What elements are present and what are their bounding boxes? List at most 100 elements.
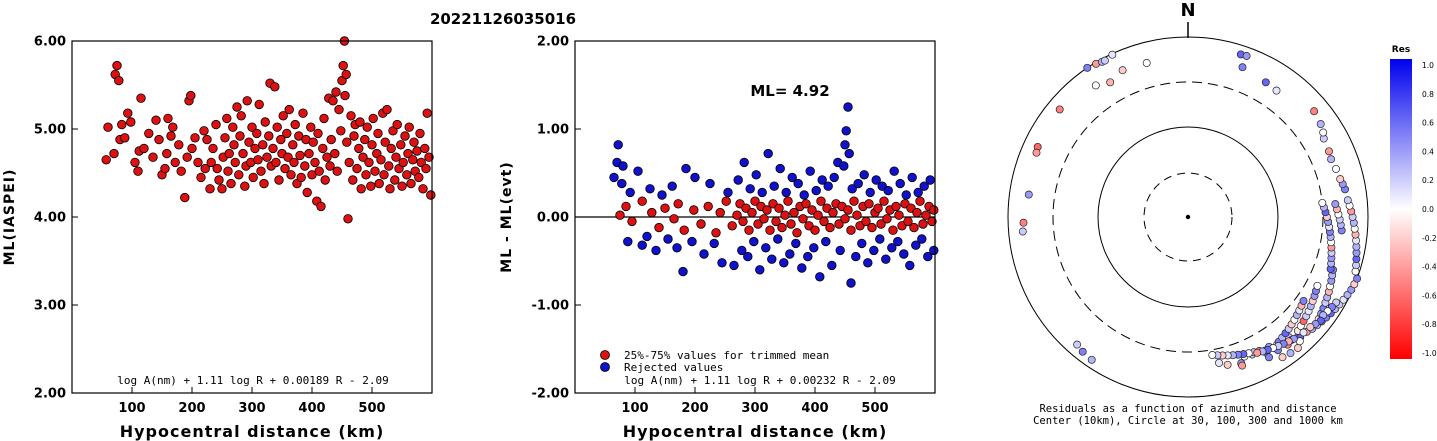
data-point-1-1-18: [687, 236, 697, 247]
chart-middle: 100 200 300 400 500 -2.00 -1.00 0.00 1.00 2.00 Hy…: [499, 35, 939, 441]
data-point-0-0-167: [396, 140, 406, 150]
data-point-1-1-13: [663, 234, 673, 244]
data-point-1-1-43: [785, 249, 795, 259]
data-point-0-0-29: [180, 192, 190, 203]
data-point-1-0-74: [903, 216, 913, 227]
data-point-1-0-26: [759, 214, 769, 224]
y-tick-label-0-1: 3.00: [34, 299, 66, 314]
data-point-0-0-30: [182, 152, 192, 162]
data-point-1-1-23: [717, 258, 727, 268]
data-point-0-0-134: [346, 111, 356, 121]
data-point-0-0-168: [397, 181, 407, 191]
data-point-0-0-58: [235, 131, 245, 141]
chart-left: 100 200 300 400 500 2.00 3.00 4.00 5.00 6.00 Hypo…: [2, 35, 436, 441]
data-point-0-0-119: [326, 134, 336, 145]
data-point-1-1-36: [763, 148, 773, 159]
data-point-1-0-44: [813, 210, 823, 220]
data-point-0-0-5: [114, 75, 124, 86]
data-point-0-0-182: [418, 184, 428, 194]
colorbar-tick-6: -0.2: [1422, 234, 1437, 243]
data-point-0-0-136: [349, 131, 359, 141]
data-point-0-0-82: [271, 157, 281, 168]
chart-middle-ticks: 100 200 300 400 500 -2.00 -1.00 0.00 1.00 2.00: [532, 35, 889, 417]
data-point-1-1-45: [791, 238, 801, 249]
data-point-0-0-130: [341, 69, 351, 80]
data-point-0-0-34: [190, 133, 200, 143]
data-point-0-0-116: [322, 152, 332, 162]
x-tick-label-1-4: 500: [861, 401, 888, 416]
data-point-0-0-154: [376, 155, 386, 165]
data-point-0-0-184: [421, 163, 431, 174]
data-point-0-0-55: [230, 157, 240, 168]
station-point-19: [1018, 227, 1027, 236]
data-point-1-0-49: [828, 207, 838, 218]
data-point-0-0-98: [295, 150, 305, 161]
data-point-0-0-124: [334, 104, 344, 115]
chart-left-formula: log A(nm) + 1.11 log R + 0.00189 R - 2.0…: [117, 374, 389, 387]
data-point-0-0-125: [336, 126, 346, 136]
data-point-0-0-27: [174, 140, 184, 150]
colorbar-tick-10: -1.0: [1422, 349, 1437, 358]
colorbar-tick-0: 1.0: [1422, 61, 1434, 70]
data-point-0-0-83: [272, 122, 282, 132]
chart-left-xlabel: Hypocentral distance (km): [120, 422, 385, 441]
station-point-99: [1313, 281, 1322, 290]
data-point-0-0-108: [310, 157, 320, 168]
data-point-0-0-22: [162, 148, 172, 159]
data-point-0-0-18: [151, 115, 161, 125]
x-tick-label-0-3: 400: [298, 401, 325, 416]
data-point-0-0-169: [398, 157, 408, 168]
data-point-0-0-2: [109, 148, 119, 159]
data-point-0-0-80: [268, 143, 278, 154]
data-point-0-0-163: [390, 175, 400, 185]
data-point-0-0-141: [356, 184, 366, 194]
station-point-32: [1223, 360, 1232, 369]
station-point-12: [1238, 63, 1247, 72]
data-point-0-0-112: [316, 201, 326, 212]
data-point-0-0-142: [358, 152, 368, 162]
chart-left-points: [101, 36, 436, 224]
data-point-0-0-67: [248, 172, 258, 183]
data-point-1-1-10: [645, 184, 655, 194]
data-point-1-0-3: [637, 196, 647, 206]
data-point-0-0-113: [318, 143, 328, 154]
station-point-22: [1073, 340, 1082, 349]
station-point-21: [1087, 355, 1096, 364]
legend-marker-trimmed: [600, 350, 610, 360]
data-point-1-0-83: [929, 205, 939, 215]
data-point-0-0-101: [300, 161, 310, 171]
station-point-10: [1118, 66, 1127, 75]
data-point-1-0-19: [738, 216, 748, 227]
data-point-0-0-85: [276, 134, 286, 145]
data-point-1-1-58: [829, 172, 839, 183]
data-point-1-0-67: [882, 214, 892, 224]
polar-caption-line1: Residuals as a function of azimuth and d…: [1039, 403, 1336, 415]
data-point-1-1-88: [911, 240, 921, 250]
station-point-13: [1261, 78, 1270, 87]
data-point-1-1-81: [889, 166, 899, 176]
station-point-148: [1299, 328, 1308, 337]
data-point-0-0-181: [416, 157, 426, 168]
data-point-0-0-172: [403, 148, 413, 159]
station-point-140: [1331, 200, 1340, 209]
data-point-1-0-0: [615, 210, 625, 220]
data-point-0-0-143: [360, 134, 370, 145]
data-point-1-1-82: [893, 236, 903, 247]
data-point-0-0-111: [314, 166, 324, 176]
station-point-1: [1083, 63, 1092, 72]
data-point-1-1-12: [657, 190, 667, 200]
data-point-1-1-44: [787, 172, 797, 183]
data-point-1-1-31: [749, 236, 759, 247]
data-point-1-1-22: [709, 238, 719, 249]
data-point-0-0-56: [232, 102, 242, 112]
data-point-1-1-7: [633, 166, 643, 176]
data-point-1-0-21: [744, 225, 754, 235]
data-point-1-0-10: [689, 205, 699, 215]
data-point-1-1-49: [803, 251, 813, 262]
y-tick-label-1-3: 1.00: [537, 123, 569, 138]
data-point-0-0-77: [264, 131, 274, 141]
station-point-33: [1265, 353, 1273, 362]
data-point-1-1-41: [779, 258, 789, 268]
data-point-0-0-121: [330, 148, 340, 159]
data-point-0-0-161: [386, 143, 396, 154]
